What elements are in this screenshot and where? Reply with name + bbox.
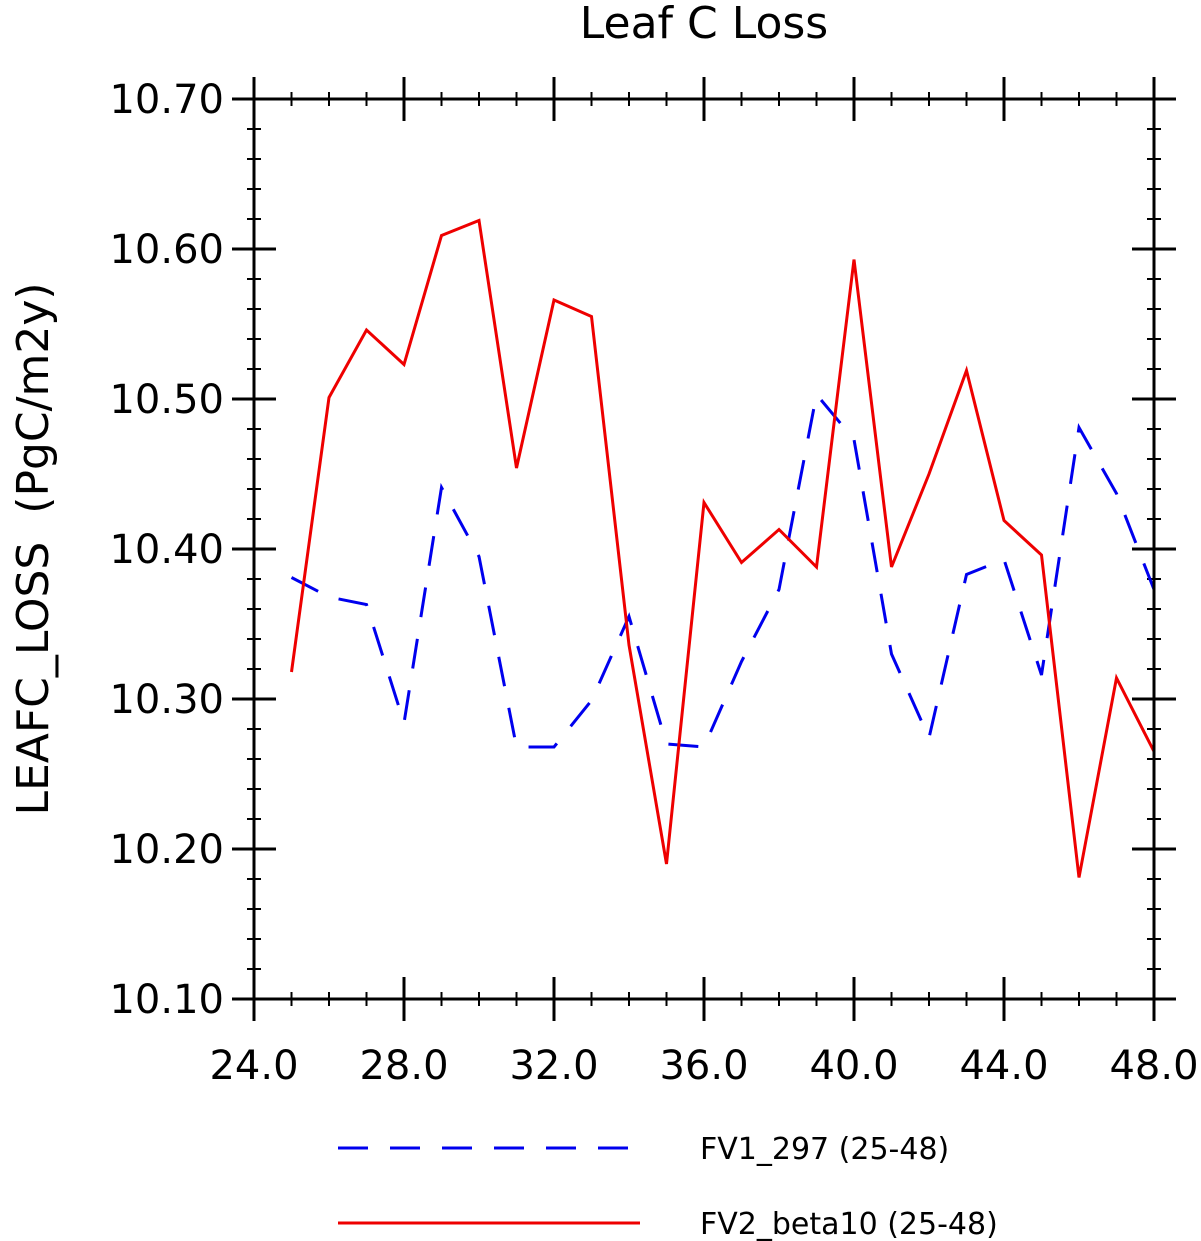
x-tick-label: 36.0 bbox=[659, 1043, 748, 1089]
series-line-2 bbox=[290, 218, 1154, 878]
x-tick-label: 40.0 bbox=[809, 1043, 898, 1089]
y-tick-label: 10.30 bbox=[109, 677, 224, 723]
y-tick-label: 10.40 bbox=[109, 527, 224, 573]
x-tick-label: 32.0 bbox=[509, 1043, 598, 1089]
y-tick-label: 10.50 bbox=[109, 377, 224, 423]
y-tick-label: 10.10 bbox=[109, 977, 224, 1023]
x-tick-label: 24.0 bbox=[209, 1043, 298, 1089]
y-tick-label: 10.20 bbox=[109, 827, 224, 873]
legend: FV1_297 (25-48) FV2_beta10 (25-48) bbox=[338, 1132, 998, 1241]
x-tick-labels: 24.0 28.0 32.0 36.0 40.0 44.0 48.0 bbox=[209, 1043, 1198, 1089]
x-tick-label: 44.0 bbox=[959, 1043, 1048, 1089]
series-line-1 bbox=[290, 391, 1154, 749]
x-tick-label: 48.0 bbox=[1109, 1043, 1198, 1089]
legend-label-1: FV1_297 (25-48) bbox=[700, 1132, 949, 1167]
plot-frame bbox=[252, 97, 1156, 1001]
chart-title: Leaf C Loss bbox=[580, 0, 828, 49]
x-tick-label: 28.0 bbox=[359, 1043, 448, 1089]
y-tick-labels: 10.10 10.20 10.30 10.40 10.50 10.60 10.70 bbox=[109, 77, 224, 1023]
y-tick-label: 10.60 bbox=[109, 227, 224, 273]
series-layer bbox=[290, 218, 1154, 878]
minor-ticks bbox=[247, 92, 1161, 1006]
y-tick-label: 10.70 bbox=[109, 77, 224, 123]
legend-label-2: FV2_beta10 (25-48) bbox=[700, 1207, 998, 1241]
y-axis-label: LEAFC_LOSS (PgC/m2y) bbox=[8, 282, 59, 815]
